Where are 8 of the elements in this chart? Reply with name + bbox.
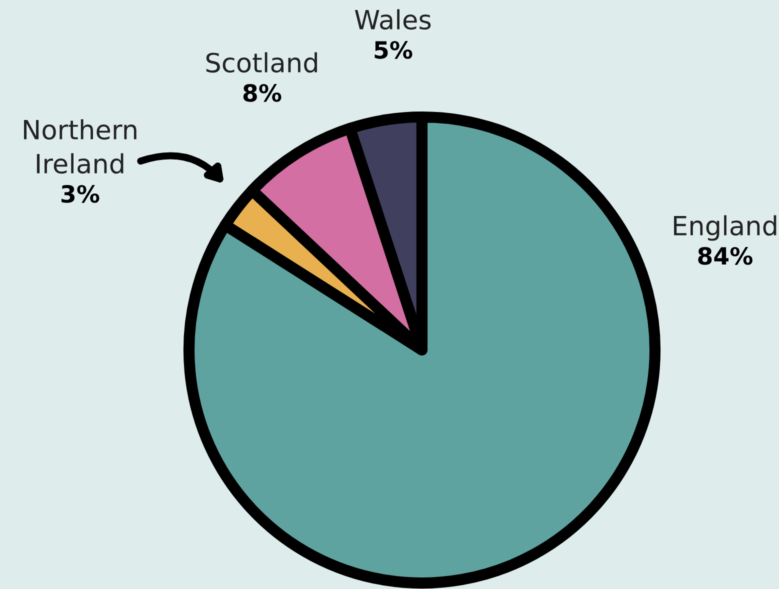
data-label: 8% bbox=[243, 84, 282, 102]
data-label: 5% bbox=[374, 40, 412, 59]
data-label: 84% bbox=[698, 246, 753, 265]
slice-label: Scotland bbox=[206, 52, 317, 73]
data-label: 3% bbox=[62, 184, 100, 203]
slice-label: England bbox=[674, 215, 776, 241]
slice-label: Northern Ireland bbox=[24, 119, 136, 174]
slice-label: Wales bbox=[354, 9, 431, 30]
